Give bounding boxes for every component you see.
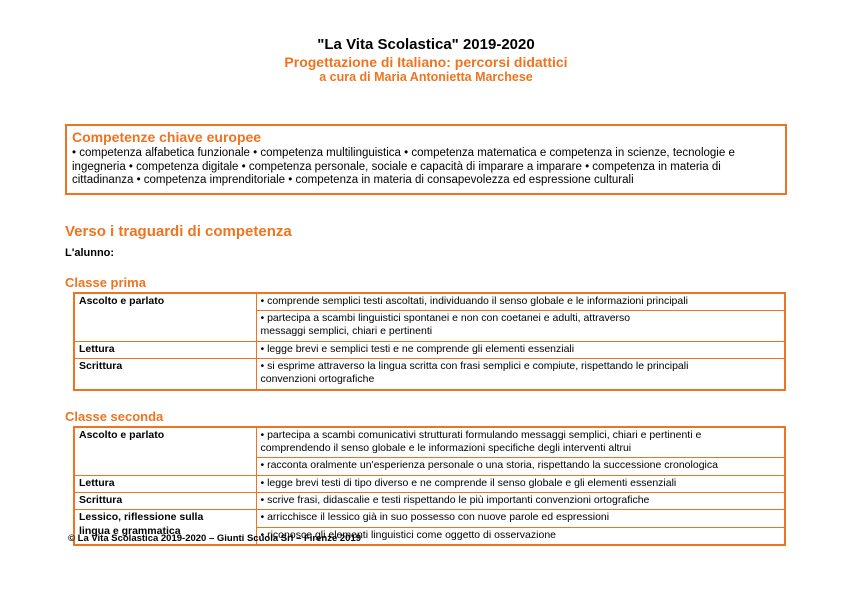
document-title: "La Vita Scolastica" 2019-2020 — [317, 36, 535, 53]
row-bullet: • partecipa a scambi linguistici spontan… — [255, 309, 786, 342]
row-label-scrittura: Scrittura — [73, 491, 257, 511]
row-label-scrittura: Scrittura — [73, 357, 257, 391]
row-bullet: • legge brevi testi di tipo diverso e ne… — [255, 474, 786, 493]
table-row: • partecipa a scambi linguistici spontan… — [74, 309, 786, 342]
classe-prima-heading: Classe prima — [65, 274, 146, 290]
row-bullet: • scrive frasi, didascalie e testi rispe… — [255, 491, 786, 511]
table-row: • racconta oralmente un'esperienza perso… — [74, 457, 786, 476]
row-bullet: • comprende semplici testi ascoltati, in… — [255, 292, 786, 311]
classe-seconda-heading: Classe seconda — [65, 408, 164, 424]
competenze-box-body: • competenza alfabetica funzionale • com… — [72, 146, 735, 187]
document-byline: a cura di Maria Antonietta Marchese — [319, 70, 533, 85]
section-heading-traguardi: Verso i traguardi di competenza — [65, 222, 292, 240]
classe-seconda-table: Ascolto e parlato • partecipa a scambi c… — [73, 425, 786, 546]
row-label-ascolto-parlato: Ascolto e parlato — [73, 292, 257, 342]
row-label-lettura: Lettura — [73, 474, 257, 493]
row-bullet: • partecipa a scambi comunicativi strutt… — [255, 426, 786, 459]
table-row: Scrittura • scrive frasi, didascalie e t… — [73, 491, 786, 511]
table-row: Lessico, riflessione sulla lingua e gram… — [73, 509, 786, 546]
row-bullet: • arricchisce il lessico già in suo poss… — [255, 509, 786, 528]
row-bullet: • si esprime attraverso la lingua scritt… — [255, 357, 786, 391]
section-intro-alunno: L'alunno: — [65, 246, 115, 259]
copyright-footer: © La Vita Scolastica 2019-2020 – Giunti … — [68, 533, 362, 544]
title-block: "La Vita Scolastica" 2019-2020 Progettaz… — [65, 36, 787, 85]
table-row: Ascolto e parlato • comprende semplici t… — [73, 292, 786, 342]
table-row: Scrittura • si esprime attraverso la lin… — [73, 357, 786, 391]
classe-prima-table: Ascolto e parlato • comprende semplici t… — [73, 291, 786, 391]
competenze-box-heading: Competenze chiave europee — [72, 128, 262, 145]
row-bullet: • legge brevi e semplici testi e ne comp… — [255, 340, 786, 359]
row-label-ascolto-parlato: Ascolto e parlato — [73, 426, 257, 476]
table-row: Ascolto e parlato • partecipa a scambi c… — [73, 426, 786, 476]
table-row: Lettura • legge brevi e semplici testi e… — [73, 340, 786, 359]
row-bullet: • racconta oralmente un'esperienza perso… — [255, 457, 786, 476]
row-bullet: • riconosce gli elementi linguistici com… — [255, 526, 786, 546]
row-label-lessico-grammatica: Lessico, riflessione sulla lingua e gram… — [73, 509, 257, 546]
table-row: Lettura • legge brevi testi di tipo dive… — [73, 474, 786, 493]
table-row: • riconosce gli elementi linguistici com… — [74, 526, 786, 546]
document-subtitle: Progettazione di Italiano: percorsi dida… — [284, 53, 568, 70]
competenze-chiave-box: Competenze chiave europee • competenza a… — [65, 123, 787, 195]
row-label-lettura: Lettura — [73, 340, 257, 359]
